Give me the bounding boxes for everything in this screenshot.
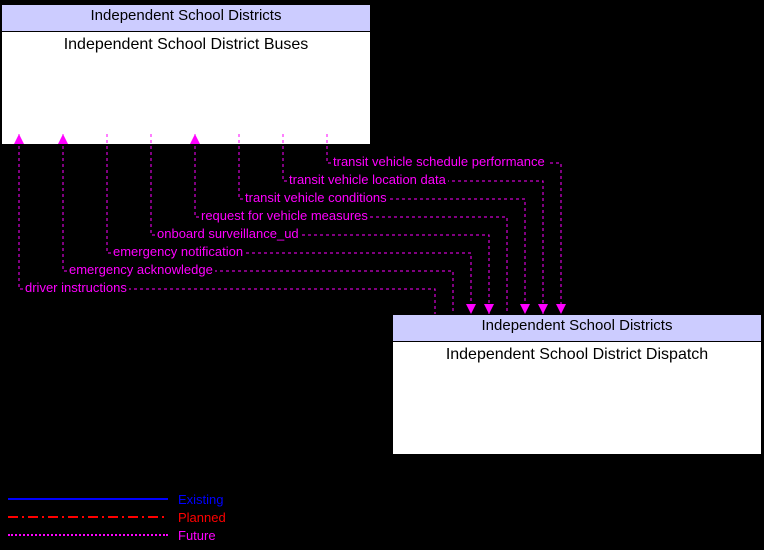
legend-line (8, 534, 168, 536)
flow-label: transit vehicle conditions (243, 191, 389, 205)
flow-label: emergency acknowledge (67, 263, 215, 277)
legend-row: Existing (8, 490, 226, 508)
flow-label: driver instructions (23, 281, 129, 295)
flow-label: transit vehicle location data (287, 173, 448, 187)
legend: Existing Planned Future (8, 490, 226, 544)
flow-label: transit vehicle schedule performance (331, 155, 547, 169)
legend-label: Future (178, 528, 216, 543)
flow-label: request for vehicle measures (199, 209, 370, 223)
legend-row: Future (8, 526, 226, 544)
legend-label: Planned (178, 510, 226, 525)
legend-label: Existing (178, 492, 224, 507)
legend-line (8, 516, 168, 518)
legend-row: Planned (8, 508, 226, 526)
flow-label: onboard surveillance_ud (155, 227, 301, 241)
flow-label: emergency notification (111, 245, 245, 259)
legend-line (8, 498, 168, 500)
